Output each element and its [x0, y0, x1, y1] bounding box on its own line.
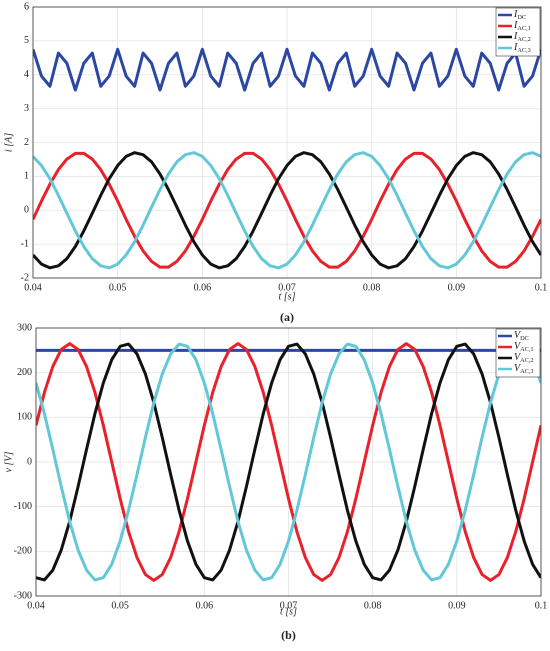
series-line [36, 342, 541, 582]
x-tick-label: 0.07 [278, 282, 296, 293]
x-tick-label: 0.08 [364, 600, 382, 611]
x-tick-label: 0.09 [448, 282, 466, 293]
y-tick-label: 2 [24, 137, 29, 148]
legend-label: VDC [514, 330, 529, 342]
legend-label: IAC,1 [513, 20, 531, 32]
x-tick-label: 0.07 [280, 600, 298, 611]
series-line [36, 342, 541, 582]
legend-label: IDC [513, 9, 526, 21]
series-line [33, 151, 541, 269]
series-line [33, 47, 541, 92]
x-tick-label: 0.04 [24, 282, 42, 293]
legend-label: IAC,2 [513, 31, 531, 43]
x-tick-label: 0.1 [535, 600, 548, 611]
y-tick-label: 1 [24, 171, 29, 182]
y-tick-label: 5 [24, 35, 29, 46]
legend-label: VAC,2 [514, 352, 534, 364]
y-tick-label: 300 [17, 322, 32, 333]
x-tick-label: 0.06 [196, 600, 214, 611]
y-axis-label: i [A] [3, 133, 14, 152]
y-tick-label: 3 [24, 103, 29, 114]
y-axis-label: v [V] [3, 451, 14, 472]
y-tick-label: 200 [17, 367, 32, 378]
y-tick-label: 100 [17, 412, 32, 423]
x-tick-label: 0.05 [111, 600, 129, 611]
x-axis-label: t [s] [279, 291, 296, 302]
legend-label: VAC,3 [514, 363, 534, 375]
y-tick-label: -2 [21, 272, 29, 283]
x-axis-label: t [s] [280, 606, 297, 617]
y-tick-label: 0 [24, 205, 29, 216]
y-tick-label: -200 [14, 546, 32, 557]
series-line [36, 342, 541, 582]
y-tick-label: -1 [21, 238, 29, 249]
x-tick-label: 0.08 [363, 282, 381, 293]
y-tick-label: 0 [27, 456, 32, 467]
y-tick-label: 6 [24, 1, 29, 12]
x-tick-label: 0.06 [194, 282, 212, 293]
axes-frame [35, 327, 542, 597]
x-tick-label: 0.09 [448, 600, 466, 611]
legend-label: VAC,1 [514, 341, 534, 353]
series-line [33, 151, 541, 270]
y-tick-label: 4 [24, 69, 29, 80]
y-tick-label: -300 [14, 590, 32, 601]
caption: (a) [280, 310, 294, 324]
y-tick-label: -100 [14, 501, 32, 512]
x-tick-label: 0.04 [27, 600, 45, 611]
x-tick-label: 0.05 [109, 282, 127, 293]
axes-frame [32, 6, 542, 279]
x-tick-label: 0.1 [535, 282, 548, 293]
series-line [33, 151, 541, 270]
caption: (b) [281, 628, 296, 642]
legend-label: IAC,3 [513, 42, 531, 54]
